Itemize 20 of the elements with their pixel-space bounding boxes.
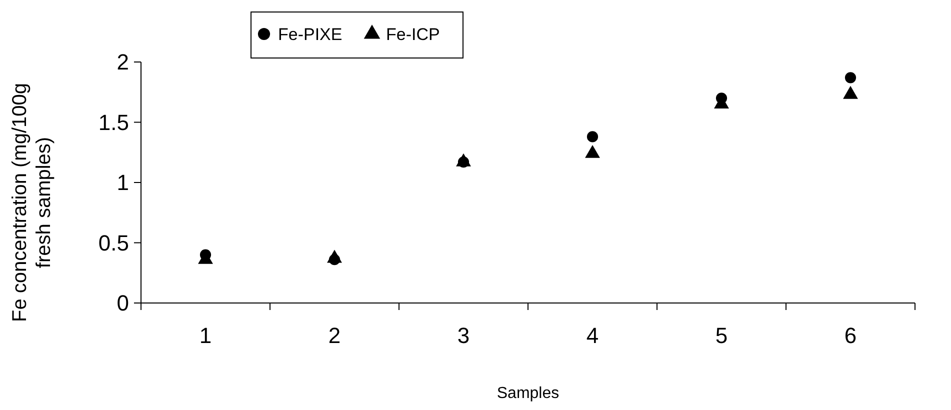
y-tick-label: 1 <box>116 170 129 196</box>
x-tick-label: 2 <box>328 323 341 348</box>
y-tick-label: 1.5 <box>98 110 129 135</box>
y-tick-label: 0 <box>116 290 129 316</box>
y-axis-title: Fe concentration (mg/100g fresh samples) <box>9 82 55 322</box>
point <box>585 144 600 158</box>
point <box>456 153 471 166</box>
point <box>586 131 598 142</box>
x-tick-label: 1 <box>199 323 212 348</box>
y-tick-label: 2 <box>116 50 129 75</box>
y-tick-label: 0.5 <box>98 230 129 256</box>
x-tick-label: 3 <box>457 323 470 348</box>
point <box>327 250 342 263</box>
x-axis-title: Samples <box>496 385 560 402</box>
legend-label: Fe-PIXE <box>278 24 342 44</box>
legend-label: Fe-ICP <box>386 24 440 44</box>
point <box>844 72 856 84</box>
x-tick-label: 5 <box>715 323 728 348</box>
x-tick-label: 6 <box>844 323 857 348</box>
x-tick-label: 4 <box>586 323 599 348</box>
